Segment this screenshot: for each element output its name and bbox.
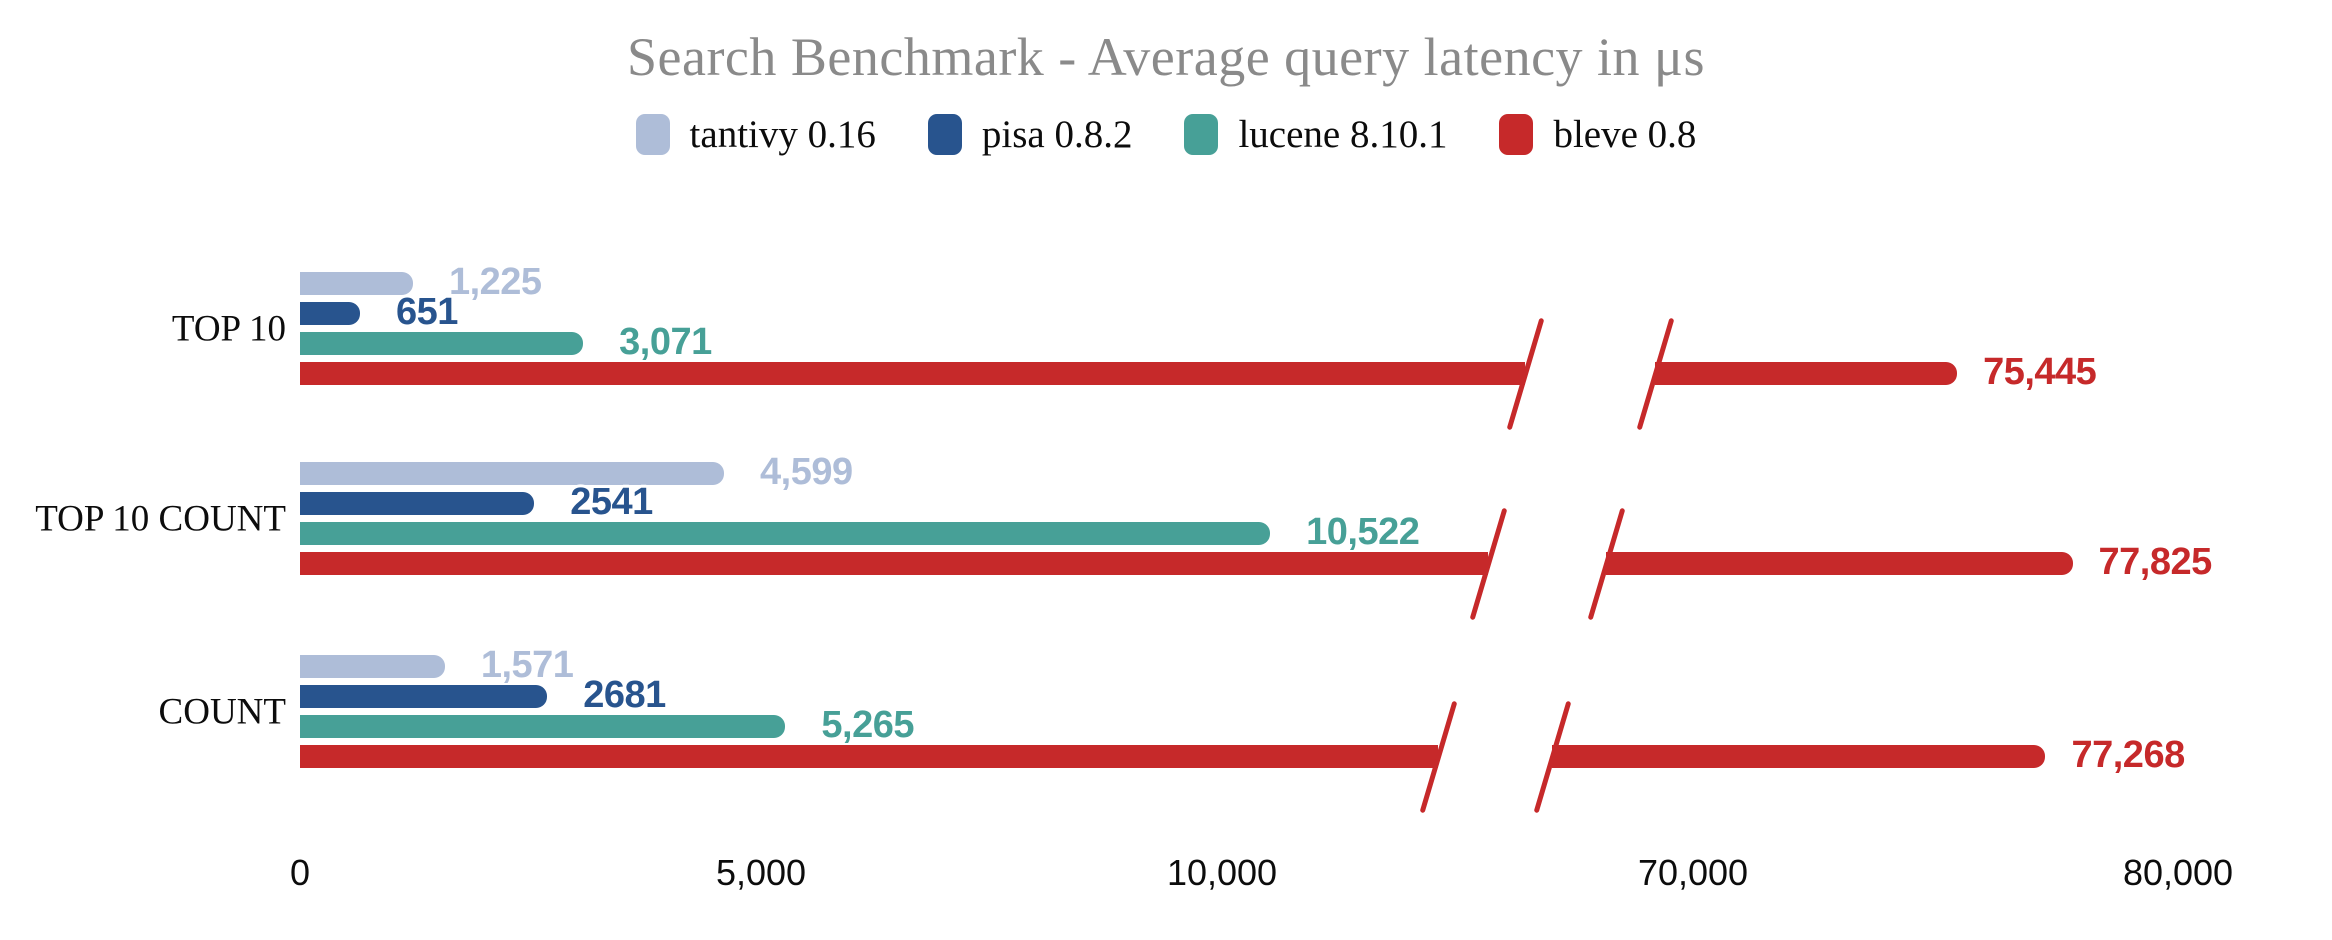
value-label-tantivy-0-16-bar-top-10: 1,225: [448, 260, 542, 303]
legend-item-pisa-0-8-2: pisa 0.8.2: [927, 112, 1133, 157]
x-axis-tick-70-000: 70,000: [1637, 852, 1749, 893]
tantivy-0-16-bar-top-10-count: [300, 462, 725, 485]
legend-label: bleve 0.8: [1553, 113, 1697, 156]
value-label-lucene-8-10-1-bar-count: 5,265: [821, 703, 915, 746]
bleve-0-8-bar-top-10-segment-1: [300, 362, 1525, 385]
x-axis-tick-5-000: 5,000: [715, 852, 807, 893]
value-label-bleve-0-8-bar-top-10: 75,445: [1983, 350, 2097, 393]
chart-legend: tantivy 0.16 pisa 0.8.2 lucene 8.10.1 bleve…: [0, 112, 2332, 157]
pisa-0-8-2-bar-top-10-count: [300, 492, 535, 515]
value-label-pisa-0-8-2-bar-top-10: 651: [396, 290, 458, 333]
value-label-tantivy-0-16-bar-top-10-count: 4,599: [760, 450, 853, 493]
lucene-8-10-1-bar-top-10-count: [300, 522, 1271, 545]
legend-label: pisa 0.8.2: [981, 113, 1133, 156]
bleve-0-8-bar-top-10-count-segment-1: [300, 552, 1488, 575]
legend-item-bleve-0-8: bleve 0.8: [1499, 112, 1696, 157]
bleve-0-8-bar-count-segment-1: [300, 745, 1438, 768]
value-label-bleve-0-8-bar-count: 77,268: [2071, 733, 2185, 776]
legend-swatch-icon: [1184, 114, 1219, 155]
legend-label: lucene 8.10.1: [1238, 113, 1448, 156]
bleve-0-8-bar-top-10-segment-2: [1655, 362, 1958, 385]
pisa-0-8-2-bar-count: [300, 685, 548, 708]
value-label-lucene-8-10-1-bar-top-10-count: 10,522: [1306, 510, 1420, 553]
legend-item-lucene-8-10-1: lucene 8.10.1: [1184, 112, 1447, 157]
value-label-pisa-0-8-2-bar-top-10-count: 2541: [570, 480, 653, 523]
legend-item-tantivy-0-16: tantivy 0.16: [635, 112, 876, 157]
x-axis-tick-0: 0: [289, 852, 311, 893]
chart-title: Search Benchmark - Average query latency…: [626, 27, 1706, 87]
pisa-0-8-2-bar-top-10: [300, 302, 361, 325]
value-label-tantivy-0-16-bar-count: 1,571: [480, 643, 574, 686]
legend-swatch-icon: [927, 114, 962, 155]
bleve-0-8-bar-top-10-count-segment-2: [1606, 552, 2073, 575]
legend-swatch-icon: [1499, 114, 1534, 155]
x-axis-tick-10-000: 10,000: [1166, 852, 1278, 893]
category-label-top-10-count: TOP 10 COUNT: [35, 498, 286, 539]
tantivy-0-16-bar-top-10: [300, 272, 413, 295]
value-label-pisa-0-8-2-bar-count: 2681: [583, 673, 666, 716]
category-label-count: COUNT: [158, 691, 286, 732]
tantivy-0-16-bar-count: [300, 655, 445, 678]
value-label-bleve-0-8-bar-top-10-count: 77,825: [2098, 540, 2213, 583]
lucene-8-10-1-bar-top-10: [300, 332, 584, 355]
value-label-lucene-8-10-1-bar-top-10: 3,071: [619, 320, 712, 363]
category-label-top-10: TOP 10: [171, 308, 286, 349]
x-axis-tick-80-000: 80,000: [2122, 852, 2234, 893]
lucene-8-10-1-bar-count: [300, 715, 786, 738]
legend-swatch-icon: [635, 114, 670, 155]
bleve-0-8-bar-count-segment-2: [1552, 745, 2046, 768]
legend-label: tantivy 0.16: [689, 113, 876, 156]
